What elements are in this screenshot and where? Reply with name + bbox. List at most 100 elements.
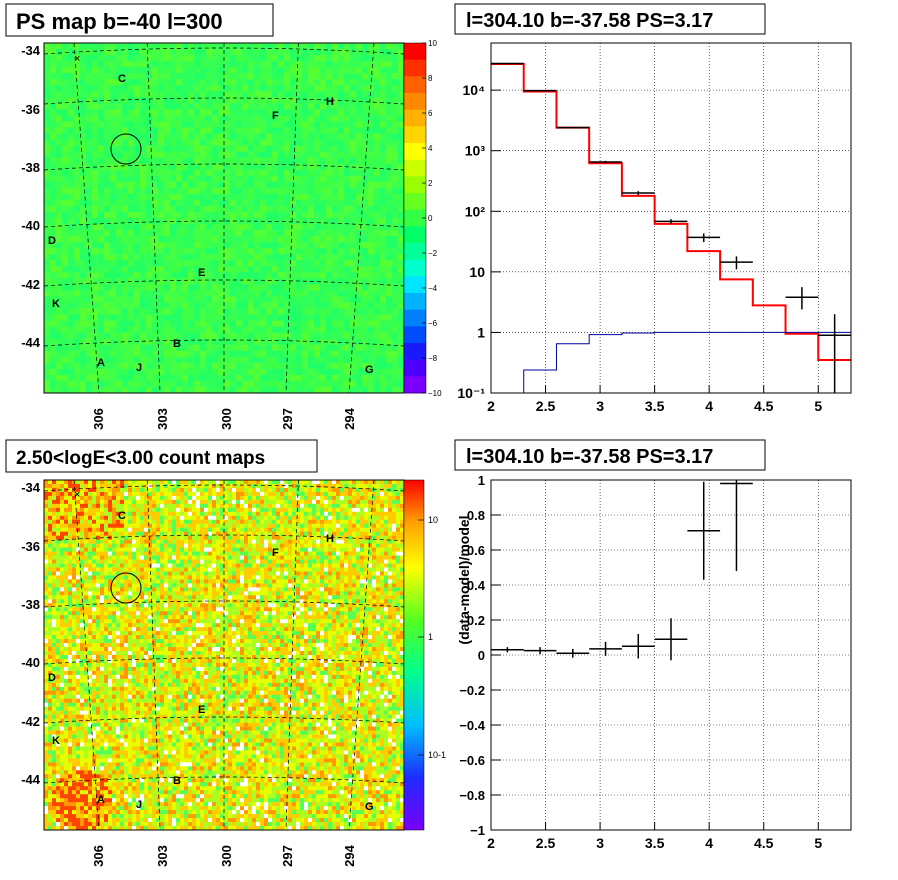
colorbar-step xyxy=(404,343,426,360)
x-tick-label: 3 xyxy=(596,398,604,414)
lon-tick-label: 297 xyxy=(280,845,295,867)
colorbar-tick-label: 10 xyxy=(428,515,438,525)
source-label: J xyxy=(136,362,142,374)
y-tick-label: 10 xyxy=(469,264,485,280)
colorbar-tick-label: 8 xyxy=(428,74,433,83)
y-tick-label: 1 xyxy=(478,473,485,488)
count-map-cross-marker: × xyxy=(74,489,80,501)
x-tick-label: 3 xyxy=(596,835,604,851)
source-label: F xyxy=(272,110,279,122)
colorbar-step xyxy=(404,326,426,343)
y-tick-label: 1 xyxy=(477,324,485,340)
spectrum-grid xyxy=(491,43,851,393)
colorbar-step xyxy=(404,376,426,393)
source-label: A xyxy=(97,794,105,806)
colorbar-tick-label: −8 xyxy=(428,354,438,363)
lat-tick-label: -36 xyxy=(21,539,40,554)
source-label: B xyxy=(173,338,181,350)
source-label: K xyxy=(52,298,60,310)
lat-tick-label: -40 xyxy=(21,218,40,233)
source-label: G xyxy=(365,364,374,376)
colorbar-step xyxy=(404,310,426,327)
ps-map-lat-ticks: -34-36-38-40-42-44 xyxy=(21,43,41,350)
lat-tick-label: -40 xyxy=(21,655,40,670)
count-map-colorbar xyxy=(404,480,424,830)
colorbar-tick-label: 4 xyxy=(428,144,433,153)
source-label: G xyxy=(365,801,374,813)
source-label: J xyxy=(136,799,142,811)
x-tick-label: 2 xyxy=(487,398,495,414)
source-label: B xyxy=(173,775,181,787)
colorbar-step xyxy=(404,226,426,243)
colorbar-step xyxy=(404,260,426,277)
model-step-line xyxy=(491,64,851,360)
y-tick-label: 10³ xyxy=(465,143,486,159)
spectrum-series xyxy=(491,63,851,393)
colorbar-step xyxy=(404,360,426,377)
source-label: K xyxy=(52,735,60,747)
lon-tick-label: 303 xyxy=(155,408,170,430)
colorbar-tick-label: −10 xyxy=(428,389,442,398)
lon-tick-label: 306 xyxy=(91,845,106,867)
residual-ylabel: (data-model)/model xyxy=(456,515,472,644)
source-label: H xyxy=(326,533,334,545)
x-tick-label: 3.5 xyxy=(645,835,665,851)
lat-tick-label: -36 xyxy=(21,102,40,117)
x-tick-label: 4 xyxy=(705,835,713,851)
source-label: D xyxy=(48,235,56,247)
colorbar-tick-label: −6 xyxy=(428,319,438,328)
source-label: A xyxy=(97,357,105,369)
lon-tick-label: 297 xyxy=(280,408,295,430)
y-tick-label: −0.2 xyxy=(459,683,485,698)
colorbar-tick-label: 1 xyxy=(428,632,433,642)
x-tick-label: 5 xyxy=(814,398,822,414)
colorbar-tick-label: −4 xyxy=(428,284,438,293)
residual-title: l=304.10 b=-37.58 PS=3.17 xyxy=(466,446,713,468)
lat-tick-label: -44 xyxy=(21,772,41,787)
colorbar-tick-label: 2 xyxy=(428,179,433,188)
spectrum-title: l=304.10 b=-37.58 PS=3.17 xyxy=(466,10,713,32)
y-tick-label: −0.8 xyxy=(459,788,485,803)
x-tick-label: 4.5 xyxy=(754,398,774,414)
spectrum-frame xyxy=(491,43,851,393)
lat-tick-label: -44 xyxy=(21,335,41,350)
colorbar-step xyxy=(404,93,426,110)
count-map-lat-ticks: -34-36-38-40-42-44 xyxy=(21,480,41,787)
ps-map-title: PS map b=-40 l=300 xyxy=(16,9,223,34)
colorbar-step xyxy=(404,276,426,293)
x-tick-label: 2.5 xyxy=(536,835,556,851)
source-label: F xyxy=(272,547,279,559)
lon-tick-label: 300 xyxy=(219,845,234,867)
x-tick-label: 5 xyxy=(814,835,822,851)
lon-tick-label: 300 xyxy=(219,408,234,430)
lon-tick-label: 306 xyxy=(91,408,106,430)
y-tick-label: −0.4 xyxy=(459,718,485,733)
x-tick-label: 3.5 xyxy=(645,398,665,414)
colorbar-tick-label: 10-1 xyxy=(428,750,446,760)
y-tick-label: −0.6 xyxy=(459,753,485,768)
count-map-title: 2.50<logE<3.00 count maps xyxy=(16,448,265,469)
y-tick-label: 0 xyxy=(478,648,485,663)
y-tick-label: −1 xyxy=(470,823,485,838)
lon-tick-label: 294 xyxy=(342,844,357,866)
colorbar-step xyxy=(404,143,426,160)
colorbar-step xyxy=(404,43,426,60)
x-tick-label: 2 xyxy=(487,835,495,851)
lat-tick-label: -34 xyxy=(21,480,41,495)
lat-tick-label: -34 xyxy=(21,43,41,58)
lat-tick-label: -38 xyxy=(21,597,40,612)
colorbar-step xyxy=(404,243,426,260)
colorbar-tick-label: 10 xyxy=(428,39,437,48)
colorbar-step xyxy=(404,60,426,77)
colorbar-step xyxy=(404,293,426,310)
lat-tick-label: -42 xyxy=(21,277,40,292)
colorbar-step xyxy=(404,126,426,143)
source-label: E xyxy=(198,704,205,716)
